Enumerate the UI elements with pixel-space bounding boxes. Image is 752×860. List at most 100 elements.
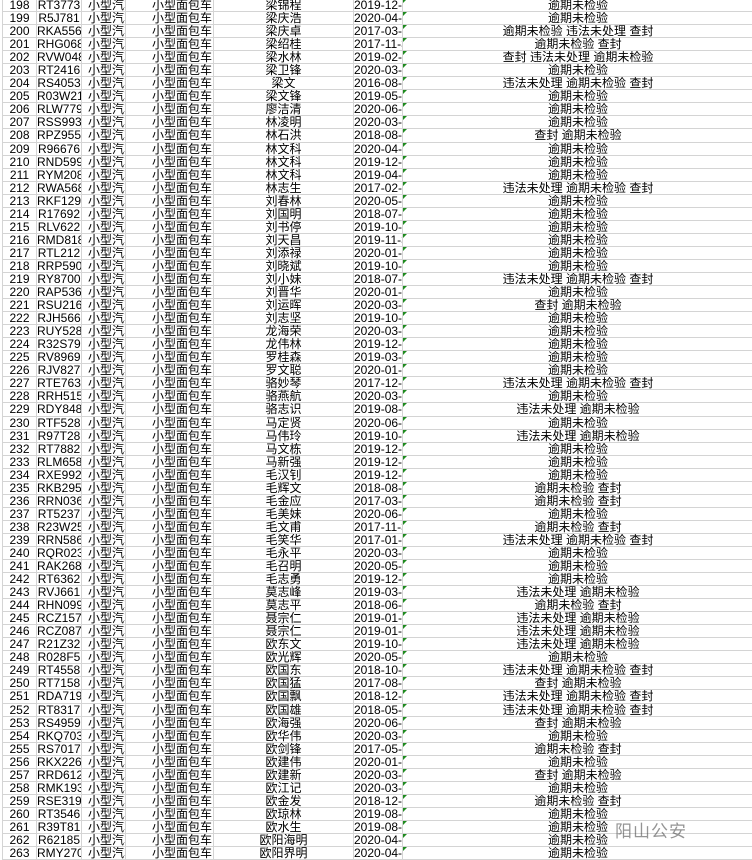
row-number-cell[interactable]: 204 <box>3 77 37 90</box>
plate-cell[interactable]: RND599 <box>37 155 82 168</box>
plate-cell[interactable]: RAK268 <box>37 560 82 573</box>
plate-cell[interactable]: RLW779 <box>37 103 82 116</box>
owner-cell[interactable]: 刘天昌 <box>214 233 354 246</box>
owner-cell[interactable]: 毛笑华 <box>214 533 354 546</box>
row-number-cell[interactable]: 220 <box>3 286 37 299</box>
owner-cell[interactable]: 骆燕航 <box>214 390 354 403</box>
vehicle-type-cell[interactable]: 小型汽车 <box>82 338 126 351</box>
inspection-date-cell[interactable]: 2020-03-31 <box>354 64 403 77</box>
vehicle-type-cell[interactable]: 小型汽车 <box>82 142 126 155</box>
inspection-date-cell[interactable]: 2019-03-31 <box>354 351 403 364</box>
owner-cell[interactable]: 欧国飘 <box>214 690 354 703</box>
row-number-cell[interactable]: 242 <box>3 573 37 586</box>
vehicle-type-cell[interactable]: 小型汽车 <box>82 533 126 546</box>
row-number-cell[interactable]: 233 <box>3 455 37 468</box>
row-number-cell[interactable]: 254 <box>3 729 37 742</box>
status-cell[interactable]: 逾期未检验 查封 <box>403 742 752 755</box>
plate-cell[interactable]: RT3546 <box>37 807 82 820</box>
owner-cell[interactable]: 毛金应 <box>214 494 354 507</box>
vehicle-model-cell[interactable]: 小型面包车 <box>126 560 214 573</box>
plate-cell[interactable]: RRN586 <box>37 533 82 546</box>
vehicle-model-cell[interactable]: 小型面包车 <box>126 442 214 455</box>
vehicle-model-cell[interactable]: 小型面包车 <box>126 625 214 638</box>
status-cell[interactable]: 逾期未检验 <box>403 90 752 102</box>
inspection-date-cell[interactable]: 2019-08-31 <box>354 807 403 820</box>
plate-cell[interactable]: RKA556 <box>37 25 82 38</box>
inspection-date-cell[interactable]: 2016-08-31 <box>354 77 403 90</box>
inspection-date-cell[interactable]: 2020-03-31 <box>354 781 403 794</box>
vehicle-type-cell[interactable]: 小型汽车 <box>82 794 126 807</box>
inspection-date-cell[interactable]: 2017-05-31 <box>354 742 403 755</box>
status-cell[interactable]: 逾期未检验 <box>403 847 752 859</box>
vehicle-model-cell[interactable]: 小型面包车 <box>126 716 214 729</box>
owner-cell[interactable]: 林石洪 <box>214 129 354 142</box>
row-number-cell[interactable]: 229 <box>3 403 37 416</box>
plate-cell[interactable]: RY8700 <box>37 272 82 286</box>
status-cell[interactable]: 逾期未检验 查封 <box>403 481 752 494</box>
vehicle-model-cell[interactable]: 小型面包车 <box>126 220 214 233</box>
vehicle-type-cell[interactable]: 小型汽车 <box>82 351 126 364</box>
plate-cell[interactable]: RT7158 <box>37 677 82 690</box>
vehicle-type-cell[interactable]: 小型汽车 <box>82 781 126 794</box>
plate-cell[interactable]: RT8317 <box>37 703 82 716</box>
row-number-cell[interactable]: 255 <box>3 742 37 755</box>
vehicle-model-cell[interactable]: 小型面包车 <box>126 51 214 64</box>
row-number-cell[interactable]: 232 <box>3 442 37 455</box>
plate-cell[interactable]: R39T81 <box>37 820 82 833</box>
plate-cell[interactable]: R028F5 <box>37 651 82 664</box>
status-cell[interactable]: 查封 逾期未检验 <box>403 768 752 781</box>
row-number-cell[interactable]: 260 <box>3 807 37 820</box>
row-number-cell[interactable]: 248 <box>3 651 37 664</box>
vehicle-model-cell[interactable]: 小型面包车 <box>126 494 214 507</box>
vehicle-type-cell[interactable]: 小型汽车 <box>82 194 126 207</box>
owner-cell[interactable]: 莫志峰 <box>214 586 354 599</box>
inspection-date-cell[interactable]: 2020-06-30 <box>354 507 403 520</box>
status-cell[interactable]: 违法未处理 逾期未检验 查封 <box>403 703 752 716</box>
vehicle-model-cell[interactable]: 小型面包车 <box>126 820 214 833</box>
row-number-cell[interactable]: 207 <box>3 116 37 129</box>
owner-cell[interactable]: 刘志坚 <box>214 312 354 325</box>
row-number-cell[interactable]: 198 <box>3 0 37 12</box>
row-number-cell[interactable]: 199 <box>3 12 37 25</box>
owner-cell[interactable]: 欧东文 <box>214 638 354 651</box>
row-number-cell[interactable]: 231 <box>3 429 37 442</box>
owner-cell[interactable]: 欧江记 <box>214 781 354 794</box>
vehicle-model-cell[interactable]: 小型面包车 <box>126 807 214 820</box>
row-number-cell[interactable]: 244 <box>3 599 37 612</box>
plate-cell[interactable]: RSS993 <box>37 116 82 129</box>
owner-cell[interactable]: 罗文聪 <box>214 364 354 377</box>
status-cell[interactable]: 逾期未检验 <box>403 0 752 11</box>
status-cell[interactable]: 违法未处理 逾期未检验 查封 <box>403 690 752 703</box>
inspection-date-cell[interactable]: 2019-12-31 <box>354 468 403 481</box>
inspection-date-cell[interactable]: 2020-03-31 <box>354 325 403 338</box>
vehicle-model-cell[interactable]: 小型面包车 <box>126 272 214 286</box>
vehicle-model-cell[interactable]: 小型面包车 <box>126 38 214 51</box>
inspection-date-cell[interactable]: 2017-11-30 <box>354 38 403 51</box>
inspection-date-cell[interactable]: 2018-12-31 <box>354 794 403 807</box>
plate-cell[interactable]: RRH515 <box>37 390 82 403</box>
owner-cell[interactable]: 马伟玲 <box>214 429 354 442</box>
owner-cell[interactable]: 毛汉钊 <box>214 468 354 481</box>
vehicle-type-cell[interactable]: 小型汽车 <box>82 494 126 507</box>
plate-cell[interactable]: RCZ087 <box>37 625 82 638</box>
status-cell[interactable]: 违法未处理 逾期未检验 <box>403 586 752 598</box>
vehicle-type-cell[interactable]: 小型汽车 <box>82 716 126 729</box>
vehicle-type-cell[interactable]: 小型汽车 <box>82 77 126 90</box>
vehicle-type-cell[interactable]: 小型汽车 <box>82 246 126 259</box>
owner-cell[interactable]: 聂宗仁 <box>214 625 354 638</box>
status-cell[interactable]: 逾期未检验 <box>403 820 752 833</box>
row-number-cell[interactable]: 222 <box>3 312 37 325</box>
vehicle-type-cell[interactable]: 小型汽车 <box>82 455 126 468</box>
vehicle-type-cell[interactable]: 小型汽车 <box>82 168 126 181</box>
owner-cell[interactable]: 欧国猛 <box>214 677 354 690</box>
vehicle-model-cell[interactable]: 小型面包车 <box>126 742 214 755</box>
vehicle-type-cell[interactable]: 小型汽车 <box>82 560 126 573</box>
inspection-date-cell[interactable]: 2018-12-31 <box>354 690 403 703</box>
owner-cell[interactable]: 欧建伟 <box>214 755 354 768</box>
vehicle-type-cell[interactable]: 小型汽车 <box>82 25 126 38</box>
vehicle-model-cell[interactable]: 小型面包车 <box>126 677 214 690</box>
row-number-cell[interactable]: 251 <box>3 690 37 703</box>
vehicle-model-cell[interactable]: 小型面包车 <box>126 233 214 246</box>
row-number-cell[interactable]: 249 <box>3 664 37 677</box>
status-cell[interactable]: 违法未处理 逾期未检验 查封 <box>403 533 752 546</box>
